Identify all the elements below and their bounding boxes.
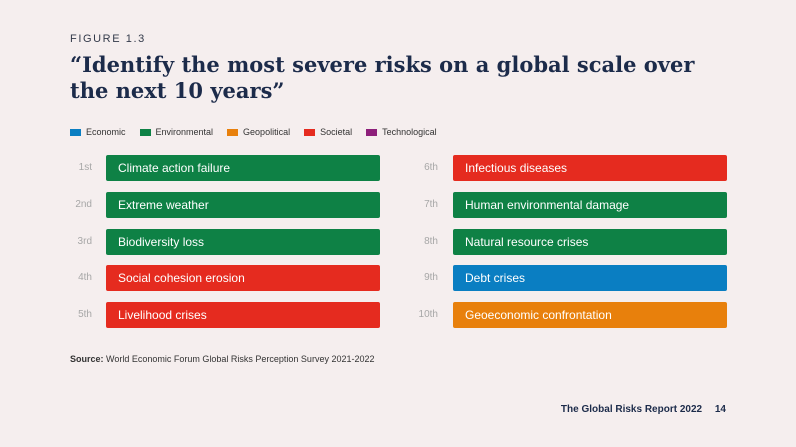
legend-label: Technological <box>382 127 437 137</box>
chart-title: “Identify the most severe risks on a glo… <box>70 52 695 103</box>
risk-bar: Livelihood crises <box>106 302 380 329</box>
risk-bar: Geoeconomic confrontation <box>453 302 727 329</box>
rank-label: 4th <box>78 272 92 284</box>
risk-bar: Climate action failure <box>106 155 380 181</box>
rank-label: 6th <box>424 162 438 173</box>
legend-label: Societal <box>320 127 353 137</box>
legend-swatch <box>366 128 378 136</box>
legend-swatch <box>304 128 316 136</box>
legend-swatch <box>227 128 239 136</box>
legend-label: Geopolitical <box>243 127 291 137</box>
legend-swatch <box>70 128 81 136</box>
page-footer: The Global Risks Report 2022 14 <box>561 404 726 415</box>
legend-item-environmental: Environmental <box>139 127 214 137</box>
source-note: Source: World Economic Forum Global Risk… <box>70 354 374 364</box>
legend: Economic Environmental Geopolitical Societa… <box>70 127 437 137</box>
legend-item-societal: Societal <box>304 127 352 137</box>
rank-label: 1st <box>78 162 92 173</box>
rank-label: 9th <box>424 272 438 284</box>
source-text: World Economic Forum Global Risks Percep… <box>106 354 375 364</box>
legend-swatch <box>139 128 151 136</box>
risk-bar: Natural resource crises <box>453 228 727 255</box>
page-number: 14 <box>714 404 726 415</box>
risk-bar: Biodiversity loss <box>106 228 380 255</box>
source-label: Source: <box>70 354 104 364</box>
risk-bar: Social cohesion erosion <box>106 265 380 292</box>
rank-label: 7th <box>424 198 438 210</box>
rank-label: 8th <box>424 235 438 247</box>
rank-label: 10th <box>418 309 438 321</box>
legend-label: Economic <box>86 127 126 137</box>
legend-item-economic: Economic <box>70 127 126 137</box>
figure-label: FIGURE 1.3 <box>70 33 146 45</box>
risk-bar: Debt crises <box>453 265 727 292</box>
rank-label: 2nd <box>75 198 92 210</box>
rank-label: 5th <box>78 309 92 321</box>
risk-bar: Extreme weather <box>106 191 380 218</box>
report-name: The Global Risks Report 2022 <box>560 404 703 415</box>
rank-label: 3rd <box>77 235 92 247</box>
legend-item-technological: Technological <box>366 127 437 137</box>
legend-label: Environmental <box>155 127 214 137</box>
risk-bar: Infectious diseases <box>453 155 727 181</box>
risk-bar: Human environmental damage <box>453 191 727 218</box>
legend-item-geopolitical: Geopolitical <box>227 127 290 137</box>
